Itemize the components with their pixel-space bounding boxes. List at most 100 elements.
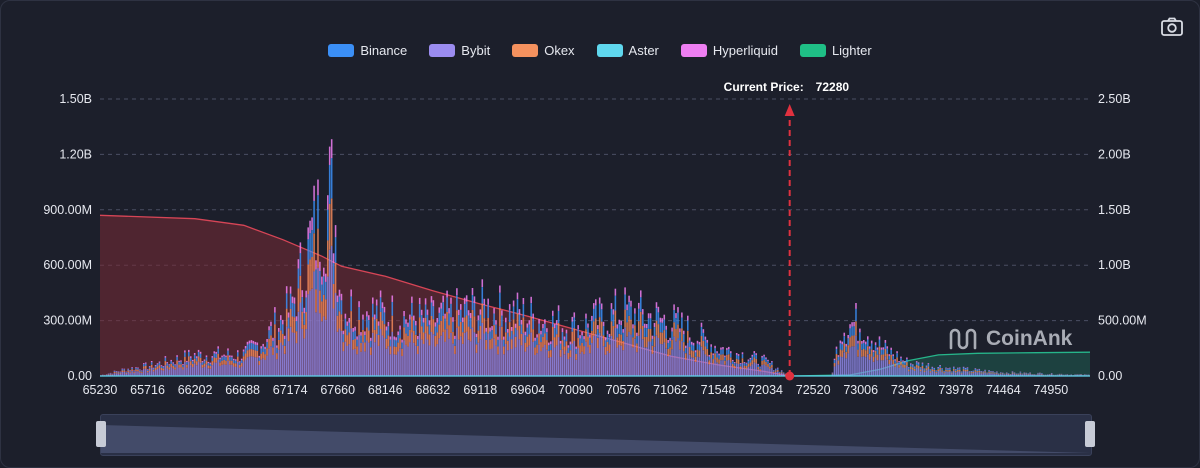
liquidation-bar [442,302,444,316]
liquidation-bar [755,355,757,359]
liquidation-bar [299,253,302,276]
liquidation-bar [878,346,881,355]
legend-item-okex[interactable]: Okex [512,40,575,60]
x-tick-label: 70576 [606,383,641,397]
legend-item-aster[interactable]: Aster [596,40,659,60]
liquidation-bar [657,337,660,376]
legend-item-hyperliquid[interactable]: Hyperliquid [680,40,778,60]
liquidation-bar [481,303,484,323]
legend-item-bybit[interactable]: Bybit [429,40,490,60]
liquidation-bar [708,364,711,377]
liquidation-bar [307,239,309,265]
liquidation-bar [739,368,742,376]
liquidation-bar [356,354,358,376]
liquidation-bar [882,347,885,350]
liquidation-bar [270,335,272,347]
liquidation-bar [702,340,705,351]
liquidation-bar [837,360,840,365]
liquidation-bar [555,320,558,325]
liquidation-bar [986,373,988,375]
liquidation-bar [837,356,840,361]
liquidation-bar [235,366,237,376]
liquidation-bar [501,326,503,340]
liquidation-bar [307,294,309,376]
liquidation-bar [620,320,622,326]
liquidation-bar [1007,374,1010,376]
legend-item-lighter[interactable]: Lighter [799,40,872,60]
liquidation-bar [127,368,129,370]
liquidation-bar [687,330,689,343]
liquidation-bar [552,315,554,327]
zoom-handle-left[interactable] [96,421,106,447]
liquidation-bar [1002,373,1004,374]
liquidation-bar [602,335,605,347]
liquidation-bar [401,342,403,349]
liquidation-bar [585,341,587,376]
liquidation-bar [199,357,202,363]
liquidation-bar [765,365,767,376]
liquidation-bar [391,302,394,316]
liquidation-bar [602,346,605,377]
liquidation-bar [268,330,270,339]
liquidation-bar [567,347,570,354]
zoom-slider[interactable] [100,414,1092,456]
liquidation-bar [411,332,413,376]
liquidation-bar [953,366,955,368]
liquidation-bar [739,366,742,369]
liquidation-bar [299,275,302,303]
liquidation-bar [503,346,505,355]
liquidation-bar [158,365,161,369]
liquidation-bar [988,372,990,377]
liquidation-bar [853,335,855,347]
liquidation-bar [354,339,356,349]
liquidation-bar [563,336,566,340]
liquidation-bar [900,365,902,376]
liquidation-bar [242,351,245,357]
liquidation-bar [193,354,196,359]
liquidation-bar [565,333,568,342]
liquidation-bar [720,360,722,376]
liquidation-bar [1005,374,1008,376]
liquidation-bar [422,344,425,376]
liquidation-bar [939,367,941,371]
liquidation-bar [387,326,390,336]
current-price-arrow [784,104,795,116]
liquidation-bar [876,360,879,376]
liquidation-bar [1041,374,1043,377]
liquidation-bar [391,295,394,302]
liquidation-bar [647,318,650,329]
liquidation-bar [976,371,979,373]
liquidation-bar [706,356,709,377]
liquidation-bar [919,371,922,377]
liquidation-bar [434,322,437,327]
liquidation-bar [391,315,394,332]
liquidation-bar [450,297,452,304]
liquidation-bar [164,356,167,358]
liquidation-bar [344,329,347,342]
liquidation-bar [176,360,178,365]
liquidation-bar [949,371,951,376]
camera-icon[interactable] [1160,16,1184,38]
liquidation-bar [135,367,137,370]
liquidation-bar [659,322,662,333]
x-tick-label: 73006 [843,383,878,397]
liquidation-bar [372,297,374,304]
liquidation-bar [970,372,973,374]
liquidation-bar [1019,373,1022,377]
liquidation-bar [107,374,110,375]
liquidation-bar [278,328,280,332]
liquidation-bar [289,286,292,294]
liquidation-bar [225,364,227,376]
liquidation-bar [235,360,237,364]
liquidation-bar [176,355,178,357]
liquidation-bar [863,342,865,350]
liquidation-bar [540,334,542,343]
liquidation-bar [661,322,664,333]
zoom-handle-right[interactable] [1085,421,1095,447]
liquidation-bar [957,367,959,369]
liquidation-bar [336,331,339,377]
liquidation-bar [522,317,525,334]
liquidation-bar [910,364,912,367]
liquidation-bar [158,368,161,376]
legend-item-binance[interactable]: Binance [328,40,407,60]
